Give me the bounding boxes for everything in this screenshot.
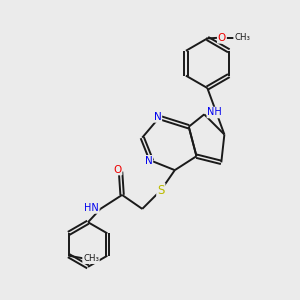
Text: NH: NH: [207, 107, 222, 118]
Text: HN: HN: [84, 203, 99, 213]
Text: CH₃: CH₃: [234, 33, 250, 42]
Text: N: N: [145, 156, 152, 166]
Text: O: O: [113, 164, 122, 175]
Text: O: O: [218, 33, 226, 43]
Text: S: S: [157, 184, 164, 197]
Text: CH₃: CH₃: [83, 254, 99, 263]
Text: N: N: [154, 112, 161, 122]
